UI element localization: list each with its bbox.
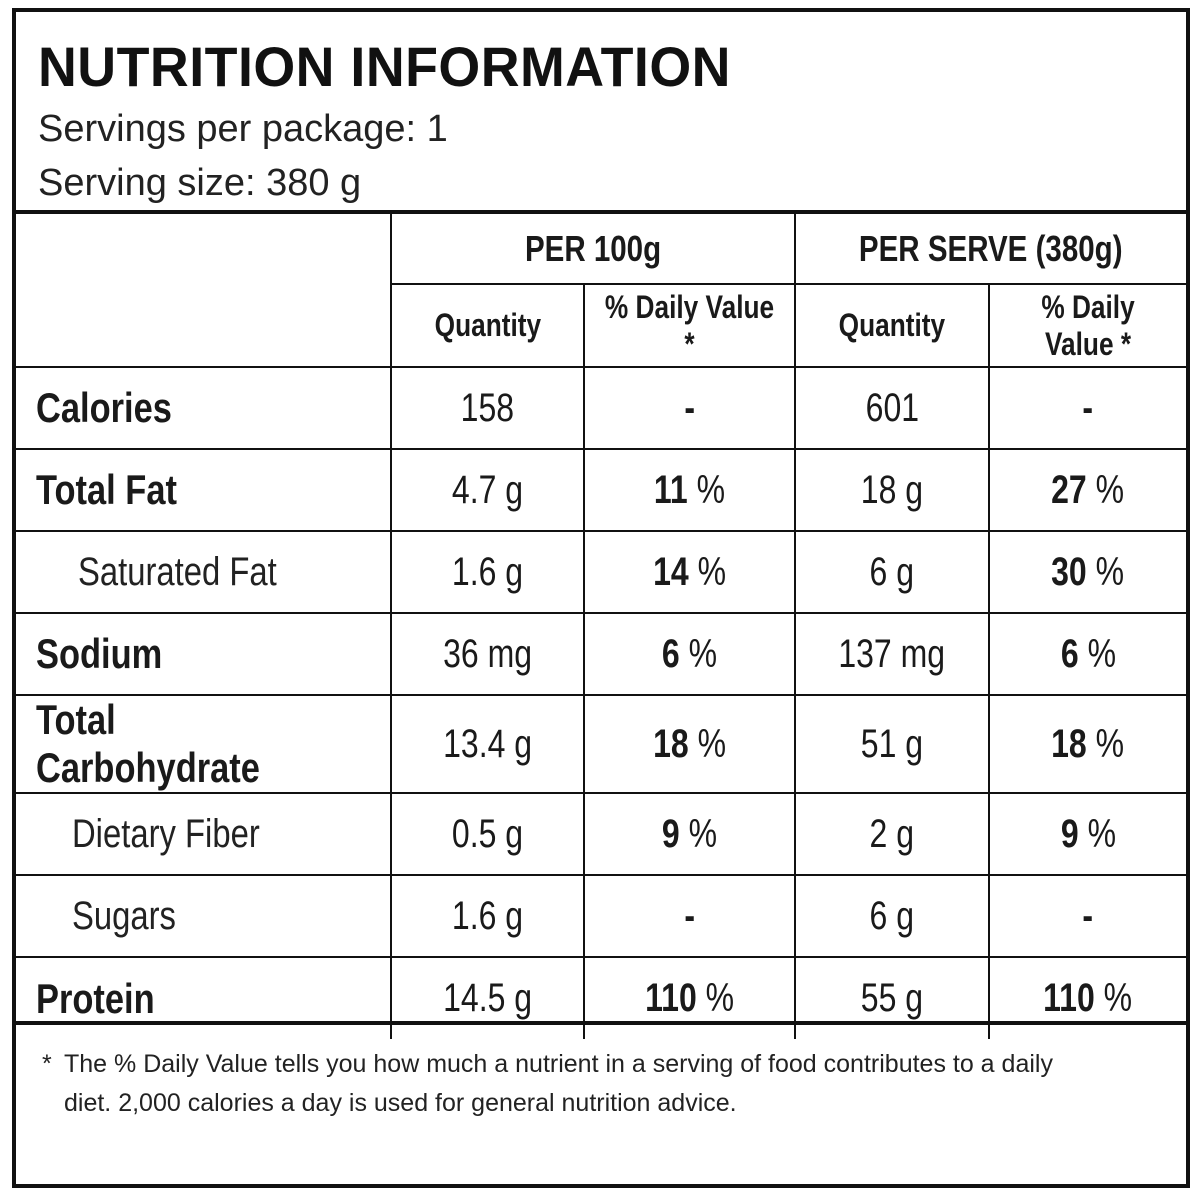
quantity-per-serve: 18 g (794, 448, 991, 532)
quantity-per-100g: 4.7 g (390, 448, 585, 532)
daily-value-header-serve: % Daily Value * (988, 283, 1187, 368)
daily-value-per-100g: 14 % (582, 530, 797, 614)
serving-size: Serving size: 380 g (38, 162, 362, 204)
nutrient-label: Calories (16, 366, 392, 450)
daily-value-per-serve: - (988, 874, 1187, 958)
nutrition-table-wrapper: PER 100g PER SERVE (380g) Quantity % Dai… (16, 210, 1187, 1039)
daily-value-per-100g: - (582, 874, 797, 958)
daily-value-per-serve: 9 % (988, 792, 1187, 876)
nutrient-label: Sugars (16, 874, 392, 958)
quantity-header-100g: Quantity (391, 283, 585, 368)
nutrition-table: PER 100g PER SERVE (380g) Quantity % Dai… (16, 214, 1187, 1039)
daily-value-header-100g: % Daily Value * (582, 283, 797, 368)
daily-value-per-100g: 6 % (582, 612, 797, 696)
quantity-per-100g: 1.6 g (390, 874, 585, 958)
panel-title: NUTRITION INFORMATION (38, 35, 731, 98)
quantity-per-100g: 36 mg (390, 612, 585, 696)
nutrient-row-saturated-fat: Saturated Fat 1.6 g 14 % 6 g 30 % (16, 530, 1187, 614)
quantity-per-serve: 55 g (794, 956, 991, 1039)
quantity-per-serve: 6 g (794, 530, 991, 614)
footnote-text: The % Daily Value tells you how much a n… (64, 1050, 1053, 1117)
footnote: * The % Daily Value tells you how much a… (16, 1025, 1186, 1180)
nutrient-label: Saturated Fat (16, 530, 392, 614)
nutrient-row-total-carbohydrate: Total Carbohydrate 13.4 g 18 % 51 g 18 % (16, 694, 1187, 794)
empty-corner-cell (16, 214, 392, 368)
nutrient-row-sugars: Sugars 1.6 g - 6 g - (16, 874, 1187, 958)
per-100g-header: PER 100g (389, 214, 797, 285)
daily-value-per-100g: 11 % (582, 448, 797, 532)
daily-value-per-100g: - (582, 366, 797, 450)
quantity-per-serve: 2 g (794, 792, 991, 876)
daily-value-per-serve: - (988, 366, 1187, 450)
quantity-per-100g: 13.4 g (390, 694, 585, 794)
nutrient-row-protein: Protein 14.5 g 110 % 55 g 110 % (16, 956, 1187, 1039)
daily-value-per-serve: 110 % (988, 956, 1187, 1039)
nutrient-row-dietary-fiber: Dietary Fiber 0.5 g 9 % 2 g 9 % (16, 792, 1187, 876)
quantity-per-100g: 158 (390, 366, 585, 450)
per-serve-header: PER SERVE (380g) (794, 214, 1187, 285)
quantity-per-serve: 51 g (794, 694, 991, 794)
nutrient-label: Sodium (16, 612, 392, 696)
quantity-per-100g: 1.6 g (390, 530, 585, 614)
daily-value-per-serve: 30 % (988, 530, 1187, 614)
quantity-per-serve: 601 (794, 366, 991, 450)
daily-value-per-serve: 27 % (988, 448, 1187, 532)
nutrient-label: Total Fat (16, 448, 392, 532)
quantity-per-serve: 137 mg (794, 612, 991, 696)
quantity-per-100g: 0.5 g (390, 792, 585, 876)
quantity-header-serve: Quantity (794, 283, 991, 368)
nutrient-row-calories: Calories 158 - 601 - (16, 366, 1187, 450)
daily-value-per-serve: 18 % (988, 694, 1187, 794)
nutrition-panel: NUTRITION INFORMATION Servings per packa… (12, 8, 1190, 1188)
panel-header: NUTRITION INFORMATION Servings per packa… (16, 12, 1186, 210)
nutrient-label: Protein (16, 956, 392, 1039)
footnote-asterisk: * (42, 1050, 52, 1078)
daily-value-per-serve: 6 % (988, 612, 1187, 696)
daily-value-per-100g: 9 % (582, 792, 797, 876)
nutrient-label: Total Carbohydrate (16, 694, 392, 794)
quantity-per-100g: 14.5 g (390, 956, 585, 1039)
nutrient-row-sodium: Sodium 36 mg 6 % 137 mg 6 % (16, 612, 1187, 696)
daily-value-per-100g: 110 % (582, 956, 797, 1039)
daily-value-per-100g: 18 % (582, 694, 797, 794)
quantity-per-serve: 6 g (794, 874, 991, 958)
nutrient-label: Dietary Fiber (16, 792, 392, 876)
servings-per-package: Servings per package: 1 (38, 108, 448, 150)
nutrient-row-total-fat: Total Fat 4.7 g 11 % 18 g 27 % (16, 448, 1187, 532)
